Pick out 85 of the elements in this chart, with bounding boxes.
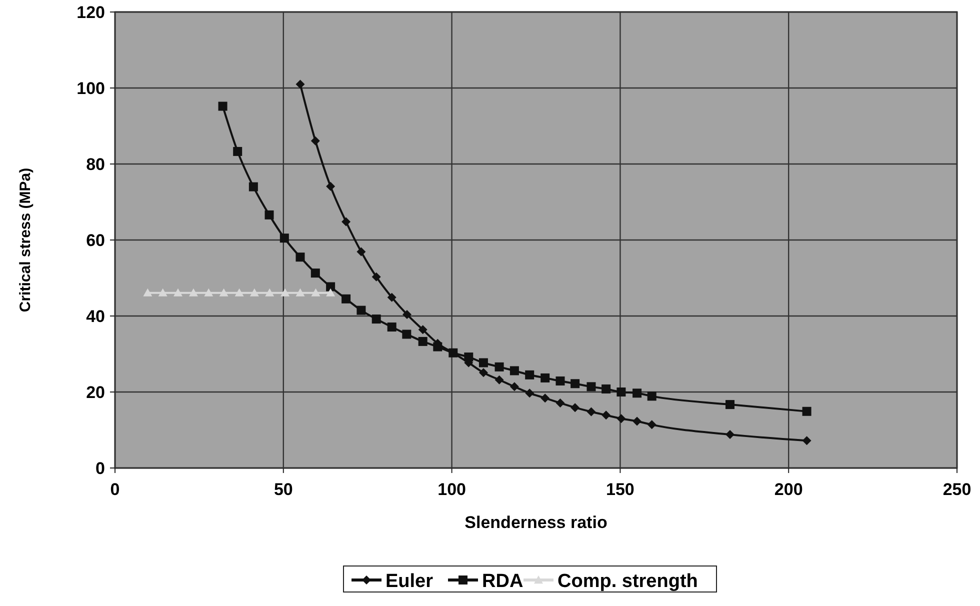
point <box>311 288 320 296</box>
point <box>310 136 320 146</box>
point <box>264 210 274 220</box>
y-tick-label: 20 <box>86 383 105 402</box>
point <box>296 288 305 296</box>
point <box>280 234 289 243</box>
point <box>510 366 519 376</box>
legend-label: RDA <box>482 571 524 592</box>
point <box>296 80 305 89</box>
point <box>570 379 580 388</box>
point <box>632 416 642 426</box>
point <box>387 322 396 332</box>
legend-label: Comp. strength <box>558 571 698 592</box>
point <box>280 288 290 296</box>
point <box>632 388 642 398</box>
point <box>356 306 366 315</box>
point <box>265 288 274 296</box>
point <box>556 376 565 386</box>
point <box>510 382 519 392</box>
point <box>342 217 351 226</box>
y-tick-label: 80 <box>86 155 105 174</box>
point <box>616 388 626 396</box>
point <box>218 102 228 111</box>
point <box>326 288 336 296</box>
point <box>602 384 611 394</box>
point <box>250 288 259 296</box>
x-axis-title: Slenderness ratio <box>464 513 608 532</box>
point <box>647 392 656 401</box>
point <box>233 146 242 156</box>
point <box>802 406 812 416</box>
point <box>418 325 428 334</box>
point <box>602 410 611 420</box>
y-tick-label: 120 <box>76 3 105 22</box>
point <box>586 407 596 416</box>
point <box>204 288 214 296</box>
point <box>158 288 168 296</box>
point <box>540 373 550 382</box>
point <box>143 288 152 296</box>
point <box>478 358 488 368</box>
point <box>616 414 626 424</box>
point <box>402 310 412 319</box>
point <box>433 342 442 352</box>
point <box>586 382 596 392</box>
x-tick-label: 200 <box>774 480 803 499</box>
point <box>248 182 258 192</box>
y-axis-title: Critical stress (MPa) <box>17 168 34 312</box>
point <box>296 252 305 262</box>
point <box>372 314 381 324</box>
x-tick-label: 250 <box>942 480 972 499</box>
point <box>725 430 734 440</box>
point <box>570 403 580 412</box>
x-tick-label: 150 <box>606 480 634 499</box>
point <box>494 362 504 372</box>
point <box>173 288 182 296</box>
point <box>464 352 474 362</box>
point <box>525 388 534 398</box>
point <box>356 247 366 256</box>
point <box>556 398 565 408</box>
point <box>326 282 336 292</box>
point <box>310 268 320 278</box>
point <box>478 368 488 378</box>
point <box>387 292 396 302</box>
point <box>219 288 228 296</box>
point <box>188 288 198 296</box>
point <box>802 436 812 446</box>
point <box>647 420 656 430</box>
point <box>525 370 534 380</box>
point <box>494 375 504 384</box>
x-tick-label: 50 <box>274 480 293 499</box>
x-tick-label: 100 <box>438 480 466 499</box>
point <box>342 294 351 304</box>
point <box>540 394 550 403</box>
point <box>448 348 458 358</box>
x-tick-label: 0 <box>110 480 120 499</box>
y-tick-label: 60 <box>86 231 105 250</box>
point <box>372 272 381 282</box>
point <box>402 330 412 339</box>
y-tick-label: 100 <box>76 79 105 98</box>
point <box>725 400 734 410</box>
point <box>418 336 428 346</box>
y-tick-label: 40 <box>86 307 105 326</box>
y-tick-label: 0 <box>96 459 105 478</box>
point <box>234 288 244 296</box>
legend-label: Euler <box>386 571 434 592</box>
point <box>326 182 336 191</box>
